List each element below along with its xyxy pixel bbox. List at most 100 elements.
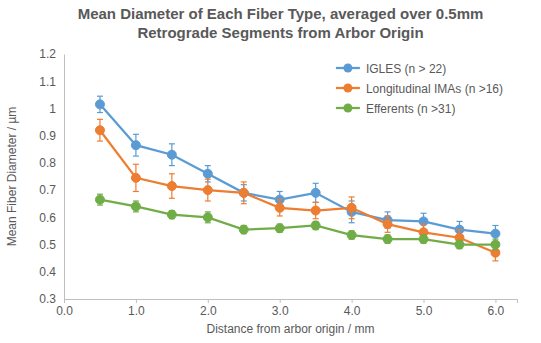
- x-axis: 0.0 1.0 2.0 3.0 4.0 5.0 6.0: [56, 299, 517, 318]
- error-bar-cap: [385, 215, 391, 216]
- error-bar-cap: [97, 194, 103, 195]
- x-tick: 3.0: [272, 299, 289, 318]
- y-tick-label: 1.2: [39, 47, 56, 61]
- x-tick-label: 2.0: [200, 304, 217, 318]
- x-tick: 6.0: [488, 299, 505, 318]
- data-point: [131, 173, 140, 182]
- data-point: [167, 150, 176, 159]
- y-tick: 0.9: [39, 129, 64, 143]
- legend-swatch-marker: [343, 84, 352, 93]
- error-bar-cap: [97, 204, 103, 205]
- error-bar-cap: [492, 225, 498, 226]
- legend-label: IGLES (n > 22): [366, 62, 446, 76]
- x-tick-mark: [280, 299, 281, 303]
- y-tick-label: 0.4: [39, 265, 56, 279]
- error-bar-cap: [385, 232, 391, 233]
- error-bar-cap: [492, 239, 498, 240]
- error-bar-cap: [133, 155, 139, 156]
- y-tick: 1.2: [39, 47, 64, 61]
- x-tick-label: 1.0: [128, 304, 145, 318]
- y-tick: 0.7: [39, 183, 64, 197]
- data-point: [203, 186, 212, 195]
- y-tick-label: 0.8: [39, 156, 56, 170]
- error-bar-cap: [456, 229, 462, 230]
- y-tick: 0.4: [39, 265, 64, 279]
- y-tick: 1: [49, 102, 64, 116]
- error-bar-cap: [349, 222, 355, 223]
- error-bar-cap: [133, 200, 139, 201]
- x-tick: 5.0: [416, 299, 433, 318]
- data-point: [455, 240, 464, 249]
- error-bar-cap: [277, 215, 283, 216]
- data-point: [419, 217, 428, 226]
- data-point: [131, 202, 140, 211]
- series-line: [100, 104, 495, 233]
- error-bar-cap: [133, 164, 139, 165]
- y-tick: 0.8: [39, 156, 64, 170]
- data-point: [167, 182, 176, 191]
- x-tick-label: 6.0: [488, 304, 505, 318]
- x-tick-mark: [64, 299, 65, 303]
- y-tick-label: 0.5: [39, 238, 56, 252]
- y-tick-label: 0.3: [39, 292, 56, 306]
- y-tick-label: 0.6: [39, 211, 56, 225]
- x-tick-label: 4.0: [344, 304, 361, 318]
- legend-swatch-marker: [343, 64, 352, 73]
- data-point: [491, 240, 500, 249]
- error-bar-cap: [169, 198, 175, 199]
- error-bar-cap: [241, 181, 247, 182]
- error-bar-cap: [205, 165, 211, 166]
- error-bar-cap: [421, 213, 427, 214]
- data-point: [491, 248, 500, 257]
- error-bar-cap: [97, 112, 103, 113]
- x-axis-title: Distance from arbor origin / mm: [206, 322, 374, 336]
- data-point: [167, 210, 176, 219]
- data-point: [275, 224, 284, 233]
- error-bar-cap: [313, 202, 319, 203]
- x-tick: 4.0: [344, 299, 361, 318]
- data-point: [95, 195, 104, 204]
- y-tick: 1.1: [39, 75, 64, 89]
- x-tick: 1.0: [128, 299, 145, 318]
- data-point: [383, 235, 392, 244]
- y-tick: 0.5: [39, 238, 64, 252]
- y-axis-title: Mean Fiber Diameter / µm: [5, 107, 19, 247]
- legend-item: IGLES (n > 22): [336, 62, 446, 76]
- x-tick: 0.0: [56, 299, 73, 318]
- y-tick-label: 1.1: [39, 75, 56, 89]
- x-tick-label: 3.0: [272, 304, 289, 318]
- x-tick: 2.0: [200, 299, 217, 318]
- data-point: [95, 126, 104, 135]
- data-point: [239, 188, 248, 197]
- data-point: [239, 188, 248, 197]
- error-bar-cap: [492, 249, 498, 250]
- error-bar-cap: [421, 224, 427, 225]
- data-point: [347, 203, 356, 212]
- data-point: [383, 220, 392, 229]
- y-axis: 0.3 0.4 0.5 0.6 0.7 0.8 0.9 1 1.1 1.2: [39, 47, 64, 306]
- error-bar-cap: [349, 218, 355, 219]
- data-point: [275, 203, 284, 212]
- x-axis-line: [65, 300, 518, 304]
- x-tick-mark: [208, 299, 209, 303]
- error-bar-cap: [169, 143, 175, 144]
- y-tick-label: 0.7: [39, 183, 56, 197]
- y-tick: 0.6: [39, 211, 64, 225]
- x-tick-label: 5.0: [416, 304, 433, 318]
- error-bar-cap: [205, 200, 211, 201]
- x-tick-mark: [136, 299, 137, 303]
- error-bar-cap: [133, 211, 139, 212]
- series-line: [100, 200, 495, 245]
- y-axis-line: [64, 55, 65, 300]
- x-tick-mark: [352, 299, 353, 303]
- series: [95, 194, 499, 250]
- data-point: [203, 213, 212, 222]
- error-bar-cap: [241, 203, 247, 204]
- error-bar-cap: [313, 183, 319, 184]
- error-bar-cap: [349, 196, 355, 197]
- error-bar-cap: [205, 222, 211, 223]
- legend-item: Longitudinal IMAs (n >16): [336, 82, 503, 96]
- series: [95, 96, 499, 242]
- error-bar-cap: [133, 191, 139, 192]
- title: Mean Diameter of Each Fiber Type, averag…: [78, 5, 484, 41]
